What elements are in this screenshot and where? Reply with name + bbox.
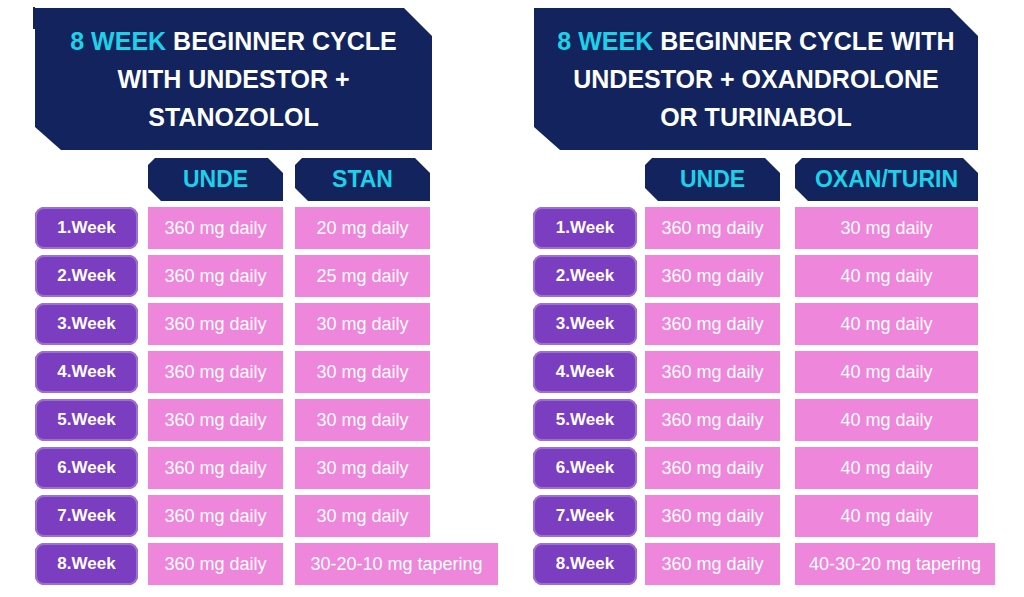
dose-cell: 360 mg daily (645, 543, 780, 585)
dose-cell: 30 mg daily (295, 351, 430, 393)
dose-cell: 360 mg daily (148, 207, 283, 249)
title-text: OR TURINABOL (660, 103, 852, 131)
title-text: UNDESTOR + OXANDROLONE (573, 65, 939, 93)
right-unde-column: 360 mg daily 360 mg daily 360 mg daily 3… (645, 207, 780, 585)
week-label: 4.Week (35, 351, 138, 393)
title-line: 8 WEEK BEGINNER CYCLE WITH (557, 22, 954, 60)
dose-cell: 360 mg daily (645, 351, 780, 393)
title-text: STANOZOLOL (148, 103, 318, 131)
dose-cell: 30 mg daily (295, 399, 430, 441)
left-stan-column: 20 mg daily 25 mg daily 30 mg daily 30 m… (295, 207, 430, 585)
week-label: 4.Week (533, 351, 637, 393)
dose-cell: 30 mg daily (295, 303, 430, 345)
title-line: 8 WEEK BEGINNER CYCLE (70, 22, 396, 60)
right-column-header-oxan-turin: OXAN/TURIN (795, 158, 978, 201)
dose-cell: 360 mg daily (148, 495, 283, 537)
left-week-column: 1.Week 2.Week 3.Week 4.Week 5.Week 6.Wee… (35, 207, 138, 585)
dose-cell: 30 mg daily (295, 447, 430, 489)
dose-cell: 360 mg daily (645, 447, 780, 489)
left-unde-column: 360 mg daily 360 mg daily 360 mg daily 3… (148, 207, 283, 585)
week-label: 1.Week (35, 207, 138, 249)
left-column-header-stan: STAN (295, 158, 430, 201)
week-label: 5.Week (533, 399, 637, 441)
title-line: WITH UNDESTOR + (117, 60, 349, 98)
dose-cell: 30 mg daily (795, 207, 978, 249)
dose-cell: 360 mg daily (148, 543, 283, 585)
title-highlight: 8 WEEK (70, 27, 166, 55)
week-label: 6.Week (533, 447, 637, 489)
week-label: 6.Week (35, 447, 138, 489)
dose-cell: 20 mg daily (295, 207, 430, 249)
week-label: 8.Week (35, 543, 138, 585)
dose-cell: 40 mg daily (795, 399, 978, 441)
dose-cell: 360 mg daily (645, 303, 780, 345)
week-label: 7.Week (35, 495, 138, 537)
title-line: UNDESTOR + OXANDROLONE (573, 60, 939, 98)
dose-cell: 40 mg daily (795, 351, 978, 393)
dose-cell: 360 mg daily (645, 207, 780, 249)
banner-left-notch (33, 7, 35, 29)
dose-cell: 40 mg daily (795, 255, 978, 297)
right-cycle-title-banner: 8 WEEK BEGINNER CYCLE WITH UNDESTOR + OX… (534, 8, 978, 150)
title-text: BEGINNER CYCLE (166, 27, 397, 55)
left-cycle-title-banner: 8 WEEK BEGINNER CYCLE WITH UNDESTOR + ST… (35, 8, 432, 150)
dose-cell: 360 mg daily (645, 399, 780, 441)
week-label: 1.Week (533, 207, 637, 249)
left-column-header-unde: UNDE (148, 158, 283, 201)
title-text: BEGINNER CYCLE WITH (653, 27, 954, 55)
week-label: 5.Week (35, 399, 138, 441)
dose-cell: 40 mg daily (795, 303, 978, 345)
dose-cell: 360 mg daily (148, 255, 283, 297)
right-week-column: 1.Week 2.Week 3.Week 4.Week 5.Week 6.Wee… (533, 207, 637, 585)
dose-cell: 360 mg daily (645, 495, 780, 537)
right-oxan-turin-column: 30 mg daily 40 mg daily 40 mg daily 40 m… (795, 207, 978, 585)
dose-cell: 360 mg daily (148, 303, 283, 345)
dose-cell: 360 mg daily (645, 255, 780, 297)
week-label: 3.Week (35, 303, 138, 345)
right-column-header-unde: UNDE (645, 158, 780, 201)
dose-cell-tapering: 30-20-10 mg tapering (295, 543, 498, 585)
dose-cell: 360 mg daily (148, 447, 283, 489)
week-label: 2.Week (533, 255, 637, 297)
dose-cell: 360 mg daily (148, 351, 283, 393)
dose-cell: 40 mg daily (795, 447, 978, 489)
infographic-canvas: 8 WEEK BEGINNER CYCLE WITH UNDESTOR + ST… (0, 0, 1024, 597)
title-highlight: 8 WEEK (557, 27, 653, 55)
dose-cell-tapering: 40-30-20 mg tapering (795, 543, 995, 585)
title-text: WITH UNDESTOR + (117, 65, 349, 93)
week-label: 2.Week (35, 255, 138, 297)
dose-cell: 25 mg daily (295, 255, 430, 297)
dose-cell: 360 mg daily (148, 399, 283, 441)
title-line: STANOZOLOL (148, 98, 318, 136)
dose-cell: 40 mg daily (795, 495, 978, 537)
dose-cell: 30 mg daily (295, 495, 430, 537)
week-label: 8.Week (533, 543, 637, 585)
week-label: 3.Week (533, 303, 637, 345)
title-line: OR TURINABOL (660, 98, 852, 136)
week-label: 7.Week (533, 495, 637, 537)
